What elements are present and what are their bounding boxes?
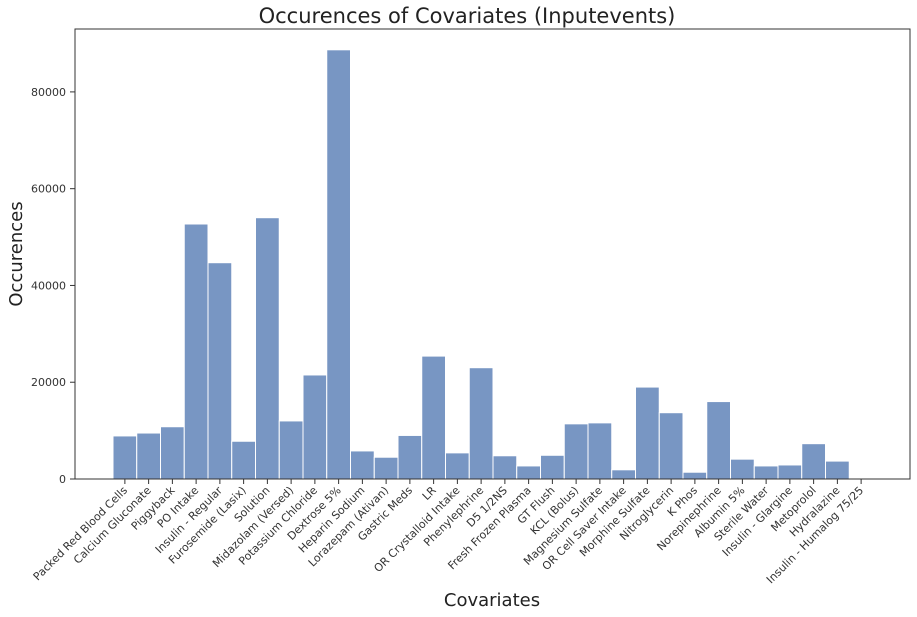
bar-26 [730, 458, 755, 480]
bar-24 [682, 471, 708, 480]
bar-0 [112, 435, 138, 480]
bar-3 [183, 223, 209, 480]
bar-28 [777, 464, 803, 480]
x-tick-label: Packed Red Blood Cells [31, 484, 130, 583]
chart-title: Occurences of Covariates (Inputevents) [259, 4, 676, 28]
bar-13 [421, 355, 446, 480]
bar-11 [373, 456, 399, 480]
x-axis-label: Covariates [444, 590, 540, 611]
bar-22 [635, 386, 660, 480]
bar-14 [445, 452, 470, 480]
y-axis-label: Occurences [6, 201, 27, 306]
bar-5 [231, 440, 256, 480]
bar-19 [563, 423, 589, 480]
y-tick-label: 20000 [31, 376, 66, 389]
bar-10 [350, 450, 375, 480]
bar-7 [278, 420, 304, 480]
bar-18 [540, 454, 565, 480]
plot-frame [74, 28, 911, 480]
bar-1 [136, 432, 161, 480]
bar-25 [706, 401, 731, 480]
y-tick-label: 40000 [31, 279, 66, 292]
bar-23 [658, 412, 684, 480]
bar-6 [255, 217, 280, 480]
bar-9 [326, 49, 351, 480]
y-axis: 0 20000 40000 60000 80000 [31, 86, 75, 486]
bar-4 [207, 262, 233, 480]
bar-8 [302, 374, 328, 480]
y-tick-label: 80000 [31, 86, 66, 99]
y-tick-label: 60000 [31, 183, 66, 196]
bar-15 [468, 367, 494, 480]
bar-16 [492, 455, 518, 480]
bar-2 [160, 426, 185, 480]
bars-group [112, 49, 850, 480]
bar-17 [516, 465, 541, 480]
bar-27 [753, 465, 779, 480]
bar-12 [397, 434, 423, 480]
bar-29 [801, 443, 826, 480]
bar-20 [587, 422, 613, 480]
bar-21 [611, 469, 636, 480]
y-tick-label: 0 [59, 473, 66, 486]
bar-30 [825, 460, 850, 480]
